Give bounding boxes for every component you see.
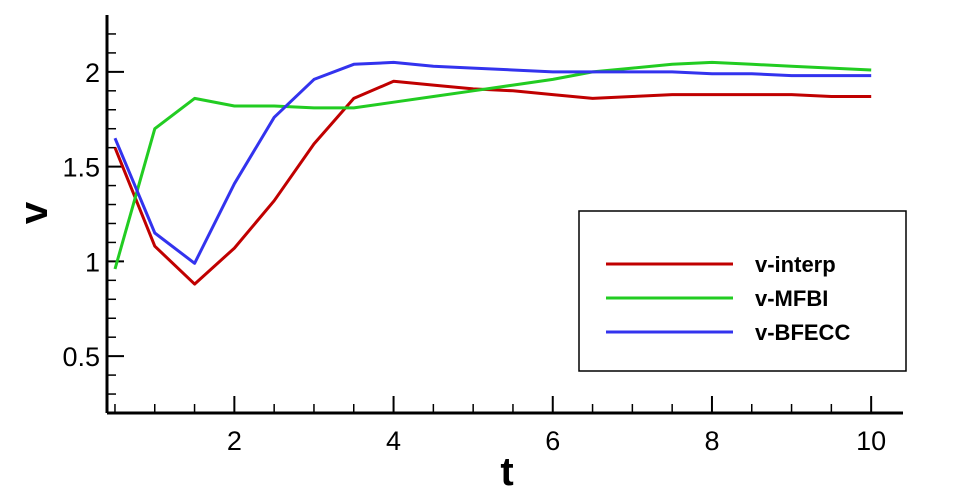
axes: 0.5 1 1.5 2 2 4 6 8 10 [62,15,903,456]
x-tick-label: 8 [704,426,719,456]
x-tick-label: 6 [545,426,560,456]
y-tick-label: 1.5 [62,153,100,183]
series-layer [113,60,872,286]
y-axis-title: v [12,201,56,224]
series-line-v-bfecc [113,60,872,265]
y-tick-label: 0.5 [62,342,100,372]
y-tick-label: 2 [85,58,100,88]
series-line-v-mfbi [113,60,872,270]
legend-label-v-mfbi: v-MFBI [755,286,828,311]
series-line-v-interp [113,79,872,286]
legend-label-v-interp: v-interp [755,252,836,277]
y-tick-label: 1 [85,247,100,277]
legend: v-interp v-MFBI v-BFECC [578,210,907,372]
legend-label-v-bfecc: v-BFECC [755,320,850,345]
x-tick-label: 2 [227,426,242,456]
x-tick-label: 4 [386,426,401,456]
legend-box [578,210,907,372]
x-tick-label: 10 [856,426,886,456]
x-axis-title: t [500,450,513,494]
